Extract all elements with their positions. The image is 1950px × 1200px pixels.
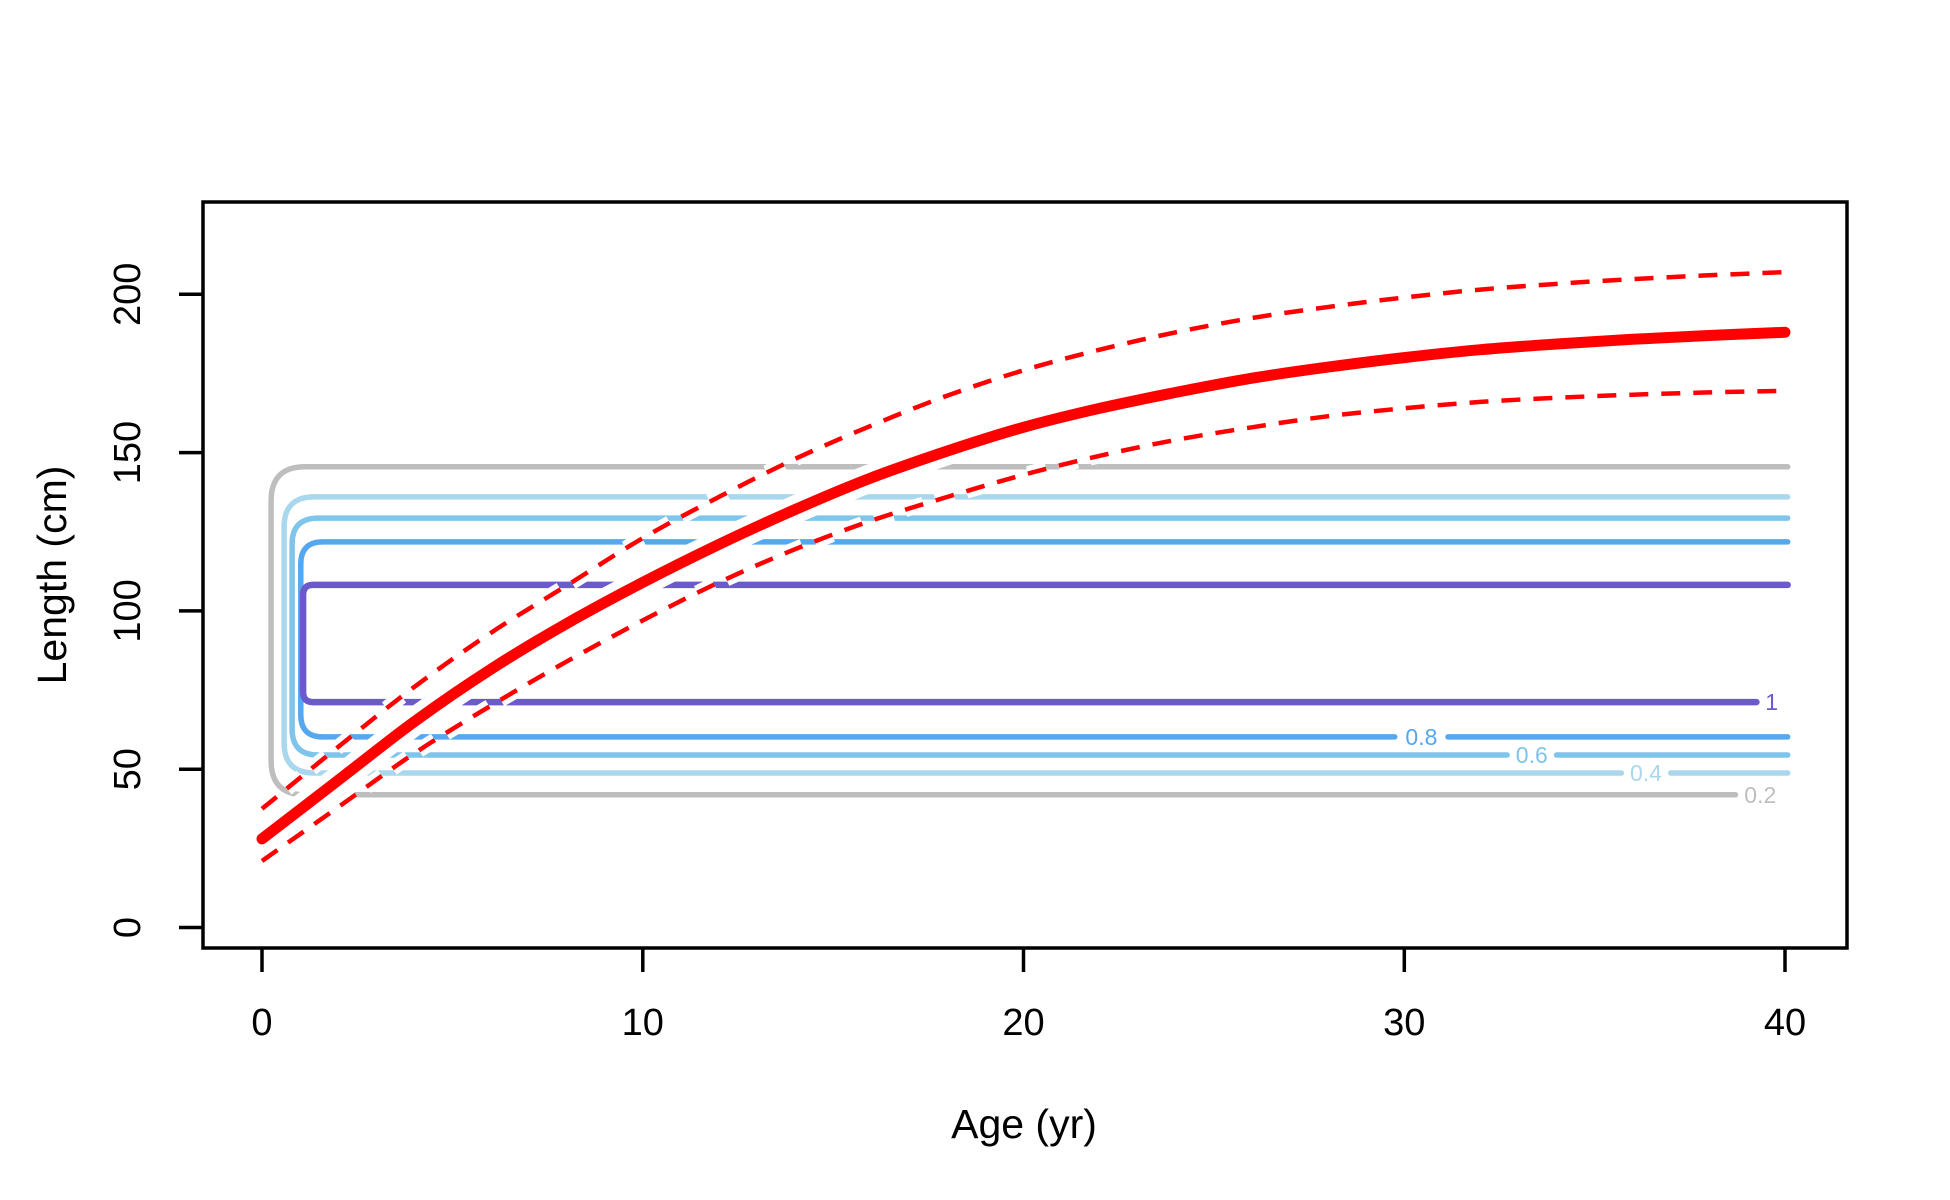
mean-growth-curve <box>256 326 1791 845</box>
contour-line-0.6 <box>289 515 1791 758</box>
plot-box <box>201 200 1849 950</box>
contour-label-1: 1 <box>1765 689 1778 715</box>
y-tick-label: 0 <box>107 917 149 938</box>
x-tick-label: 40 <box>1764 1002 1806 1044</box>
contour-label-0.6: 0.6 <box>1516 742 1548 768</box>
y-axis-title: Length (cm) <box>29 466 75 685</box>
y-tick-label: 100 <box>107 579 149 642</box>
contour-line-1 <box>299 581 1791 706</box>
contour-label-0.8: 0.8 <box>1405 724 1437 750</box>
x-tick-label: 0 <box>251 1002 272 1044</box>
x-tick-label: 30 <box>1383 1002 1425 1044</box>
lower-confidence-band <box>260 388 1786 863</box>
contour-label-0.4: 0.4 <box>1630 760 1662 786</box>
x-axis-title: Age (yr) <box>951 1101 1097 1147</box>
contour-line-0.4 <box>281 494 1791 776</box>
y-tick-label: 50 <box>107 748 149 790</box>
y-tick-label: 200 <box>107 263 149 326</box>
y-tick-label: 150 <box>107 421 149 484</box>
contour-label-0.2: 0.2 <box>1744 782 1776 808</box>
upper-confidence-band <box>260 269 1786 811</box>
x-tick-label: 20 <box>1002 1002 1044 1044</box>
x-tick-label: 10 <box>622 1002 664 1044</box>
